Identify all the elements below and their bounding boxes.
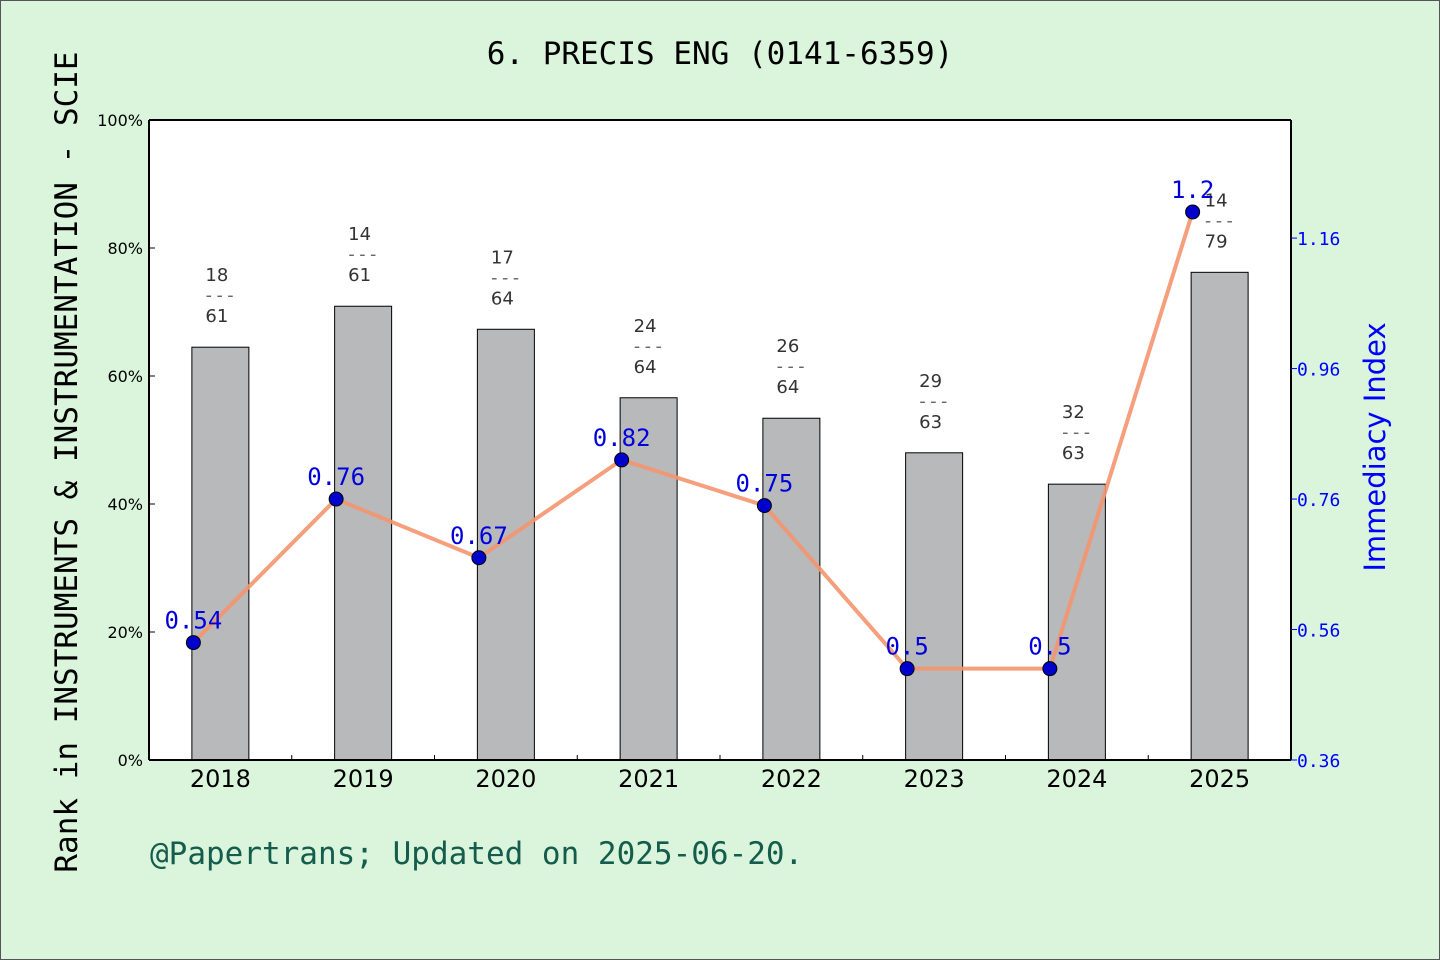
rank-divider: --- — [489, 267, 522, 288]
immediacy-point-2023 — [899, 661, 915, 677]
immediacy-value-label: 0.67 — [450, 522, 508, 550]
bar-2019 — [334, 305, 393, 761]
x-tick-label: 2024 — [1046, 765, 1107, 793]
rank-label: 29 — [919, 371, 942, 392]
rank-label: 17 — [491, 247, 514, 268]
bar-2024 — [1047, 483, 1106, 761]
immediacy-value-label: 0.76 — [307, 463, 365, 491]
rank-label: 24 — [634, 316, 657, 337]
total-label: 63 — [1062, 443, 1085, 464]
immediacy-point-2019 — [328, 491, 344, 507]
immediacy-value-label: 0.5 — [885, 633, 928, 661]
chart-title: 6. PRECIS ENG (0141-6359) — [486, 36, 954, 72]
immediacy-value-label: 0.75 — [735, 470, 793, 498]
rank-divider: --- — [1060, 422, 1093, 443]
rank-divider: --- — [632, 336, 665, 357]
total-label: 61 — [205, 306, 228, 327]
immediacy-value-label: 0.5 — [1028, 633, 1071, 661]
total-label: 64 — [634, 357, 657, 378]
immediacy-point-2018 — [185, 635, 201, 651]
bar-2023 — [905, 452, 964, 761]
rank-divider: --- — [203, 285, 236, 306]
rank-divider: --- — [1203, 210, 1236, 231]
rank-label: 14 — [348, 224, 371, 245]
x-tick-label: 2023 — [904, 765, 965, 793]
y-tick-label: 80% — [107, 239, 143, 258]
y2-tick-label: 0.76 — [1297, 490, 1340, 511]
footer-credit: @Papertrans; Updated on 2025-06-20. — [150, 836, 804, 872]
rank-label: 32 — [1062, 402, 1085, 423]
x-tick-label: 2018 — [190, 765, 251, 793]
bar-2020 — [476, 328, 535, 761]
y2-tick-label: 0.36 — [1297, 751, 1340, 772]
immediacy-point-2022 — [756, 498, 772, 514]
total-label: 79 — [1205, 231, 1228, 252]
bar-2021 — [619, 397, 678, 761]
immediacy-point-2024 — [1042, 661, 1058, 677]
y2-tick-label: 0.96 — [1297, 360, 1340, 381]
y-tick-label: 20% — [107, 623, 143, 642]
immediacy-point-2025 — [1185, 204, 1201, 220]
y2-tick-label: 1.16 — [1297, 229, 1340, 250]
bar-2018 — [191, 346, 250, 761]
x-tick-label: 2025 — [1189, 765, 1250, 793]
total-label: 64 — [491, 288, 514, 309]
immediacy-value-label: 1.2 — [1171, 176, 1214, 204]
immediacy-point-2021 — [614, 452, 630, 468]
rank-label: 14 — [1205, 190, 1228, 211]
immediacy-value-label: 0.82 — [593, 424, 651, 452]
x-tick-label: 2022 — [761, 765, 822, 793]
y-tick-label: 60% — [107, 367, 143, 386]
rank-divider: --- — [917, 391, 950, 412]
bar-2022 — [762, 417, 821, 761]
total-label: 61 — [348, 265, 371, 286]
immediacy-value-label: 0.54 — [164, 607, 222, 635]
x-tick-label: 2019 — [333, 765, 394, 793]
immediacy-point-2020 — [471, 550, 487, 566]
y-tick-label: 100% — [97, 111, 143, 130]
y-tick-label: 40% — [107, 495, 143, 514]
rank-divider: --- — [346, 244, 379, 265]
rank-label: 18 — [205, 265, 228, 286]
rank-label: 26 — [776, 336, 799, 357]
total-label: 64 — [776, 377, 799, 398]
total-label: 63 — [919, 412, 942, 433]
y2-tick-label: 0.56 — [1297, 621, 1340, 642]
immediacy-line — [191, 211, 1195, 671]
rank-divider: --- — [774, 356, 807, 377]
x-tick-label: 2021 — [618, 765, 679, 793]
x-tick-label: 2020 — [475, 765, 536, 793]
bar-2025 — [1190, 271, 1249, 761]
y-tick-label: 0% — [118, 751, 143, 770]
